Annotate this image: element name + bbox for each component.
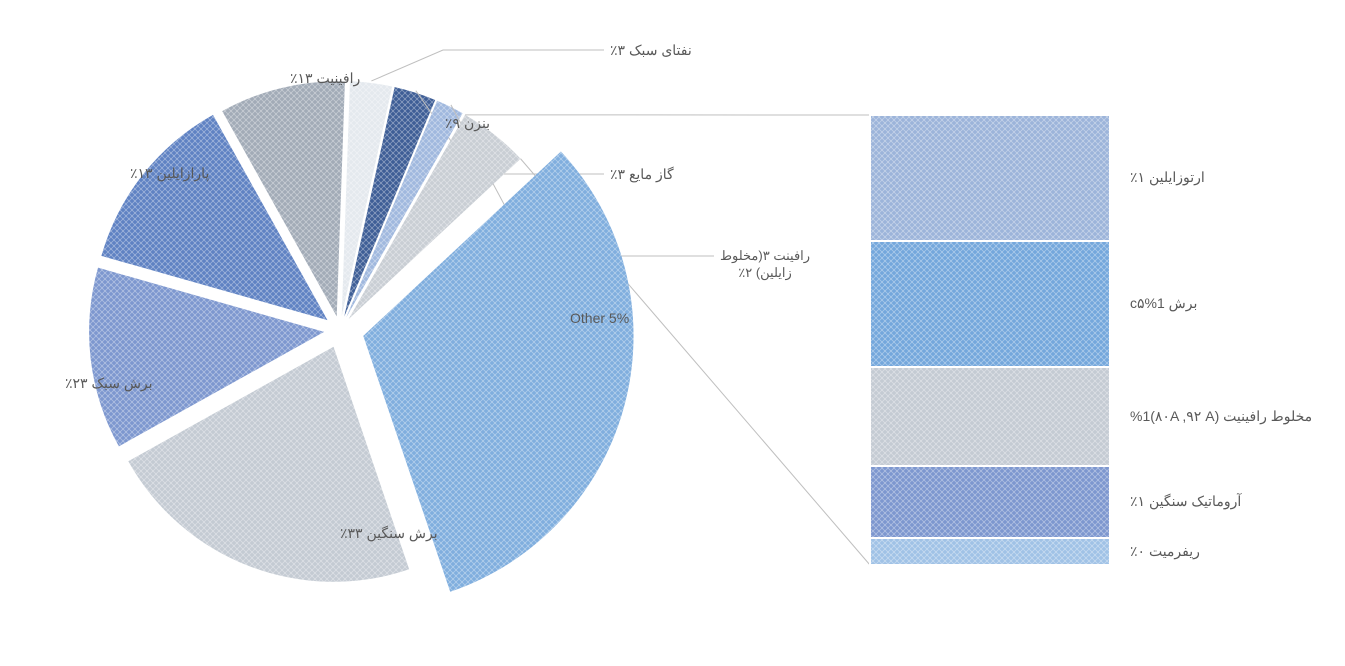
bar-segment-reformate [870, 538, 1110, 565]
slice-label-other: Other 5% [570, 310, 629, 326]
slice-label-paraxylene: پارازایلین ۱۳٪ [130, 165, 209, 182]
pie-bar-chart [0, 0, 1345, 661]
bar-label-reformate: ریفرمیت ۰٪ [1130, 543, 1200, 560]
slice-label-lpg: گاز مایع ۳٪ [610, 166, 674, 183]
bar-label-c5cut: برش c۵%1 [1130, 295, 1197, 312]
slice-label-raffinate3: رافینت ۳(مخلوطزایلین) ۲٪ [720, 248, 810, 282]
bar-label-orthoxylene: ارتوزایلین ۱٪ [1130, 169, 1205, 186]
bar-segment-raffinite_mix [870, 367, 1110, 466]
slice-label-light_naphtha: نفتای سبک ۳٪ [610, 42, 692, 59]
bar-segment-heavy_aromatic [870, 466, 1110, 538]
bar-label-heavy_aromatic: آروماتیک سنگین ۱٪ [1130, 493, 1241, 510]
slice-label-light_cut: برش سبک ۲۳٪ [65, 375, 153, 392]
slice-label-benzene: بنزن ۹٪ [445, 115, 490, 132]
bar-segment-orthoxylene [870, 115, 1110, 241]
bar-segment-c5cut [870, 241, 1110, 367]
slice-label-raffinite: رافینیت ۱۳٪ [290, 70, 360, 87]
bar-label-raffinite_mix: مخلوط رافینیت (۸۰A ,۹۲ A)%1 [1130, 408, 1312, 425]
slice-label-heavy_cut: برش سنگین ۳۳٪ [340, 525, 438, 542]
